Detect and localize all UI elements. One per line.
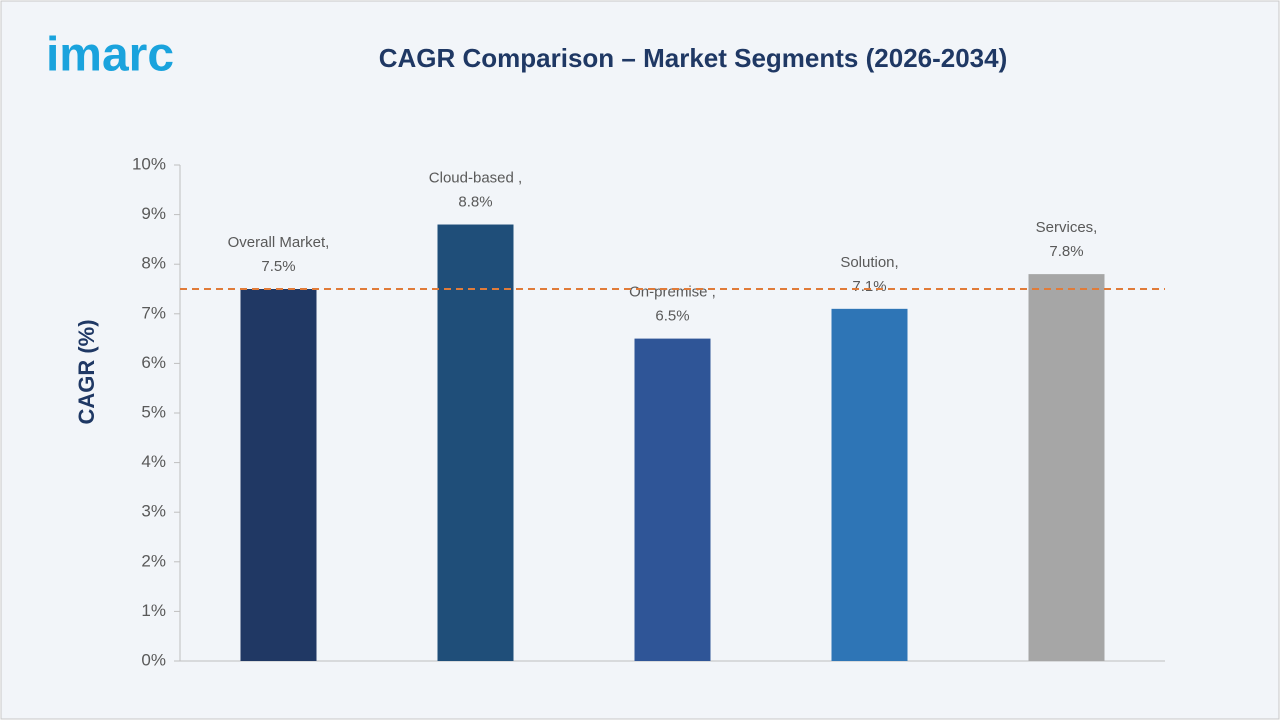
y-tick-label: 9%	[141, 204, 166, 223]
y-tick-label: 5%	[141, 402, 166, 421]
y-tick-label: 10%	[132, 154, 166, 173]
category-label: Services,	[1036, 219, 1098, 236]
bar	[240, 289, 317, 661]
y-tick-label: 7%	[141, 303, 166, 322]
category-label: Overall Market,	[228, 234, 330, 251]
data-label: 7.1%	[852, 278, 886, 295]
category-label: On-premise ,	[629, 284, 716, 301]
bar	[437, 224, 514, 661]
y-tick-label: 6%	[141, 353, 166, 372]
data-label: 6.5%	[655, 308, 689, 325]
y-tick-label: 0%	[141, 650, 166, 669]
bar	[831, 308, 908, 661]
bar	[1028, 274, 1105, 661]
y-tick-label: 3%	[141, 502, 166, 521]
y-axis-label: CAGR (%)	[74, 319, 99, 424]
chart-title: CAGR Comparison – Market Segments (2026-…	[379, 43, 1008, 73]
category-label: Solution,	[840, 254, 898, 271]
y-tick-label: 4%	[141, 452, 166, 471]
logo: imarc	[46, 29, 174, 82]
data-label: 7.5%	[261, 258, 295, 275]
data-label: 8.8%	[458, 193, 492, 210]
y-tick-label: 2%	[141, 551, 166, 570]
data-label: 7.8%	[1049, 243, 1083, 260]
y-tick-label: 1%	[141, 601, 166, 620]
y-tick-label: 8%	[141, 254, 166, 273]
bar	[634, 338, 711, 661]
category-label: Cloud-based ,	[429, 169, 522, 186]
